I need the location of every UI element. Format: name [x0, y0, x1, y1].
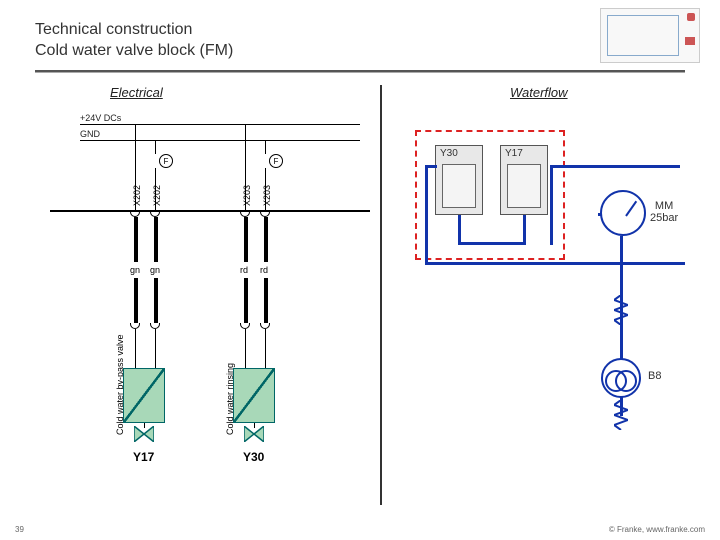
valve-icon [244, 426, 264, 440]
pipe [425, 262, 685, 265]
f-symbol-icon: F [269, 154, 283, 168]
conn-label: X203 [262, 185, 272, 206]
solenoid-y17: Y17 [500, 145, 548, 215]
pipe [425, 165, 428, 265]
conn-label: X203 [242, 185, 252, 206]
valve-block [233, 368, 275, 423]
flow-meter-label: B8 [648, 370, 661, 382]
wire-thick [244, 278, 248, 323]
wire-thick [244, 217, 248, 262]
pipe [523, 215, 526, 245]
pipe [550, 165, 553, 245]
pipe [458, 242, 526, 245]
wire-color-label: rd [240, 265, 248, 275]
pipe [458, 215, 461, 245]
connector-pair: FX203X203rdrdCold water rinsing Y30 [50, 110, 370, 510]
title-line-2: Cold water valve block (FM) [35, 41, 233, 62]
waterflow-heading: Waterflow [510, 85, 568, 100]
solenoid-y30-label: Y30 [440, 148, 458, 159]
pressure-gauge [600, 190, 646, 236]
flow-meter [601, 358, 641, 398]
wire-color-label: rd [260, 265, 268, 275]
page-title: Technical construction Cold water valve … [35, 20, 233, 62]
electrical-diagram: +24V DCs GND FX202X202gngnCold water by-… [50, 110, 370, 510]
solenoid-y30: Y30 [435, 145, 483, 215]
copyright: © Franke, www.franke.com [609, 525, 705, 534]
wire-thick [264, 217, 268, 262]
section-divider [380, 85, 382, 505]
wire [254, 423, 255, 428]
gauge-label: MM25bar [650, 200, 678, 224]
wire-thick [264, 278, 268, 323]
pipe [550, 165, 680, 168]
title-rule [35, 70, 685, 73]
page-number: 39 [15, 525, 24, 534]
solenoid-y17-label: Y17 [505, 148, 523, 159]
thumbnail [600, 8, 700, 63]
title-line-1: Technical construction [35, 20, 233, 41]
wire [265, 140, 266, 154]
waterflow-diagram: Y30 Y17 MM25bar B8 [410, 120, 700, 480]
wire [245, 329, 246, 369]
valve-name: Y30 [243, 450, 264, 464]
coil-icon [614, 400, 628, 430]
wire [265, 329, 266, 369]
coil-icon [614, 295, 628, 325]
electrical-heading: Electrical [110, 85, 163, 100]
pipe [425, 165, 437, 168]
